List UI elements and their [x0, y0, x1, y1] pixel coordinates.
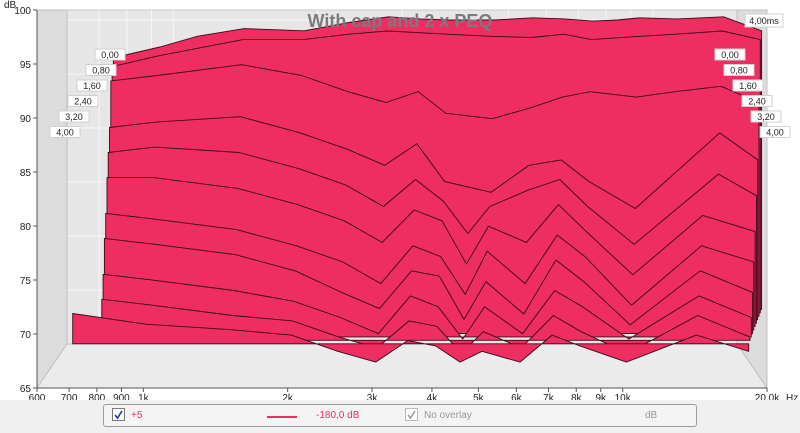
time-unit-label: 4,00ms	[749, 16, 779, 26]
time-label-box	[67, 95, 99, 107]
chart-title: With cap and 2 x PEQ	[308, 11, 493, 31]
y-tick-label: 95	[20, 60, 32, 71]
time-label: 0,80	[92, 66, 110, 76]
x-tick-label: 1k	[138, 393, 150, 400]
time-label-box	[85, 64, 117, 76]
time-label: 1,60	[83, 81, 101, 91]
time-label-box	[759, 126, 791, 138]
time-label-box	[714, 48, 746, 61]
x-tick-label: 10k	[615, 393, 632, 400]
y-tick-label: 80	[20, 222, 32, 233]
overlay-unit: dB	[645, 410, 658, 421]
x-tick-label: 2k	[282, 393, 294, 400]
x-unit-label: Hz	[786, 393, 798, 400]
y-tick-label: 75	[20, 276, 32, 287]
time-label-box	[741, 95, 773, 107]
left-wall	[36, 9, 68, 390]
trace-color-swatch	[267, 416, 297, 418]
time-label: 4,00	[766, 128, 784, 138]
time-label-box	[750, 110, 782, 123]
time-label-box	[49, 126, 81, 138]
time-unit-box	[744, 13, 784, 28]
x-tick-label: 9k	[595, 393, 607, 400]
trace-checkbox[interactable]	[112, 408, 125, 421]
y-tick-label: 90	[20, 114, 32, 125]
y-tick-label: 70	[20, 330, 32, 341]
x-tick-label: 800	[89, 393, 106, 400]
x-tick-label: 4k	[427, 393, 439, 400]
y-tick-label: 65	[20, 384, 32, 395]
time-label: 1,60	[739, 81, 757, 91]
time-label: 2,40	[748, 97, 766, 107]
trace-label: +5	[131, 410, 143, 421]
x-tick-label: 6k	[511, 393, 523, 400]
x-tick-label: 5k	[473, 393, 485, 400]
time-label: 0,80	[730, 66, 748, 76]
y-unit-label: dB	[4, 0, 17, 11]
time-label: 3,20	[757, 112, 775, 122]
time-label: 3,20	[65, 112, 83, 122]
y-tick-label: 85	[20, 168, 32, 179]
time-label: 0,00	[721, 50, 739, 60]
overlay-label: No overlay	[424, 410, 472, 421]
x-tick-label: 900	[113, 393, 130, 400]
waterfall-chart: 65 70 75 80 85 90 95 100 dB 600 700 800 900 1k 2k 3k 4k 5…	[0, 0, 800, 404]
x-tick-label: 700	[61, 393, 78, 400]
overlay-checkbox[interactable]	[405, 408, 418, 421]
time-label-box	[76, 79, 108, 92]
x-tick-label: 600	[29, 393, 46, 400]
x-tick-label: 3k	[367, 393, 379, 400]
y-tick-label: 100	[14, 6, 31, 17]
waterfall-slice	[72, 313, 750, 363]
legend-bar: +5 -180,0 dB No overlay dB	[103, 404, 697, 427]
x-tick-label: 20,0k	[755, 393, 780, 400]
time-label: 2,40	[74, 97, 92, 107]
floor	[36, 343, 768, 389]
trace-value: -180,0 dB	[316, 410, 360, 421]
time-label: 4,00	[56, 128, 74, 138]
time-label-box	[94, 48, 126, 61]
time-label: 0,00	[101, 50, 119, 60]
x-tick-label: 7k	[543, 393, 555, 400]
x-tick-label: 8k	[571, 393, 583, 400]
time-label-box	[58, 110, 90, 123]
time-label-box	[732, 79, 764, 92]
time-label-box	[723, 64, 755, 76]
